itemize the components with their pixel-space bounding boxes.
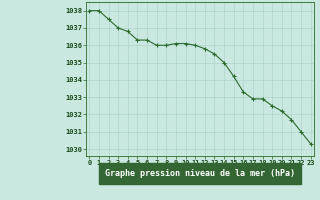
X-axis label: Graphe pression niveau de la mer (hPa): Graphe pression niveau de la mer (hPa) bbox=[105, 169, 295, 178]
